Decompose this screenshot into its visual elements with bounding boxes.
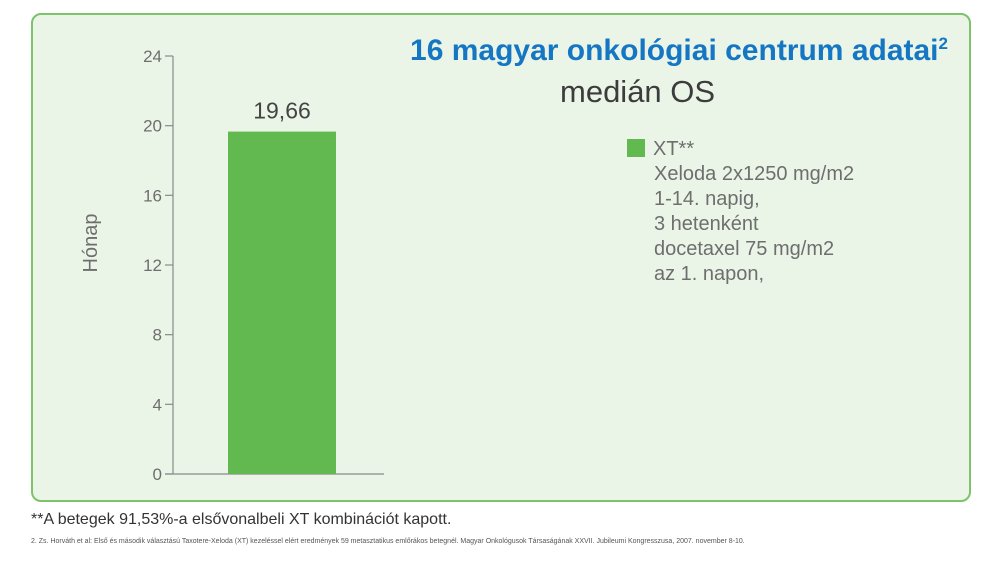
bar	[228, 131, 336, 475]
legend: XT** Xeloda 2x1250 mg/m2 1-14. napig, 3 …	[627, 137, 854, 287]
y-tick-label: 12	[143, 256, 162, 275]
chart-panel	[31, 13, 971, 502]
y-axis-label: Hónap	[80, 214, 102, 273]
legend-line: 3 hetenként	[654, 213, 759, 235]
legend-description: Xeloda 2x1250 mg/m2 1-14. napig, 3 heten…	[627, 162, 854, 287]
y-tick-label: 24	[143, 47, 162, 66]
footnote: **A betegek 91,53%-a elsővonalbeli XT ko…	[31, 511, 452, 528]
legend-line: docetaxel 75 mg/m2	[654, 238, 835, 260]
reference: 2. Zs. Horváth et al: Első és második vá…	[31, 538, 745, 545]
legend-label: XT**	[653, 138, 695, 160]
title-superscript: 2	[938, 34, 948, 53]
y-tick-label: 0	[153, 465, 162, 484]
legend-line: az 1. napon,	[654, 263, 765, 285]
y-tick-label: 8	[153, 326, 162, 345]
y-tick-label: 16	[143, 186, 162, 205]
legend-swatch	[627, 139, 645, 157]
y-tick-label: 20	[143, 117, 162, 136]
bar-value-label: 19,66	[253, 98, 311, 124]
y-tick-label: 4	[153, 395, 162, 414]
chart-subtitle: medián OS	[560, 74, 716, 109]
chart-title: 16 magyar onkológiai centrum adatai2	[410, 34, 948, 67]
legend-line: 1-14. napig,	[654, 188, 760, 210]
legend-item: XT**	[627, 137, 854, 162]
legend-line: Xeloda 2x1250 mg/m2	[654, 163, 855, 185]
